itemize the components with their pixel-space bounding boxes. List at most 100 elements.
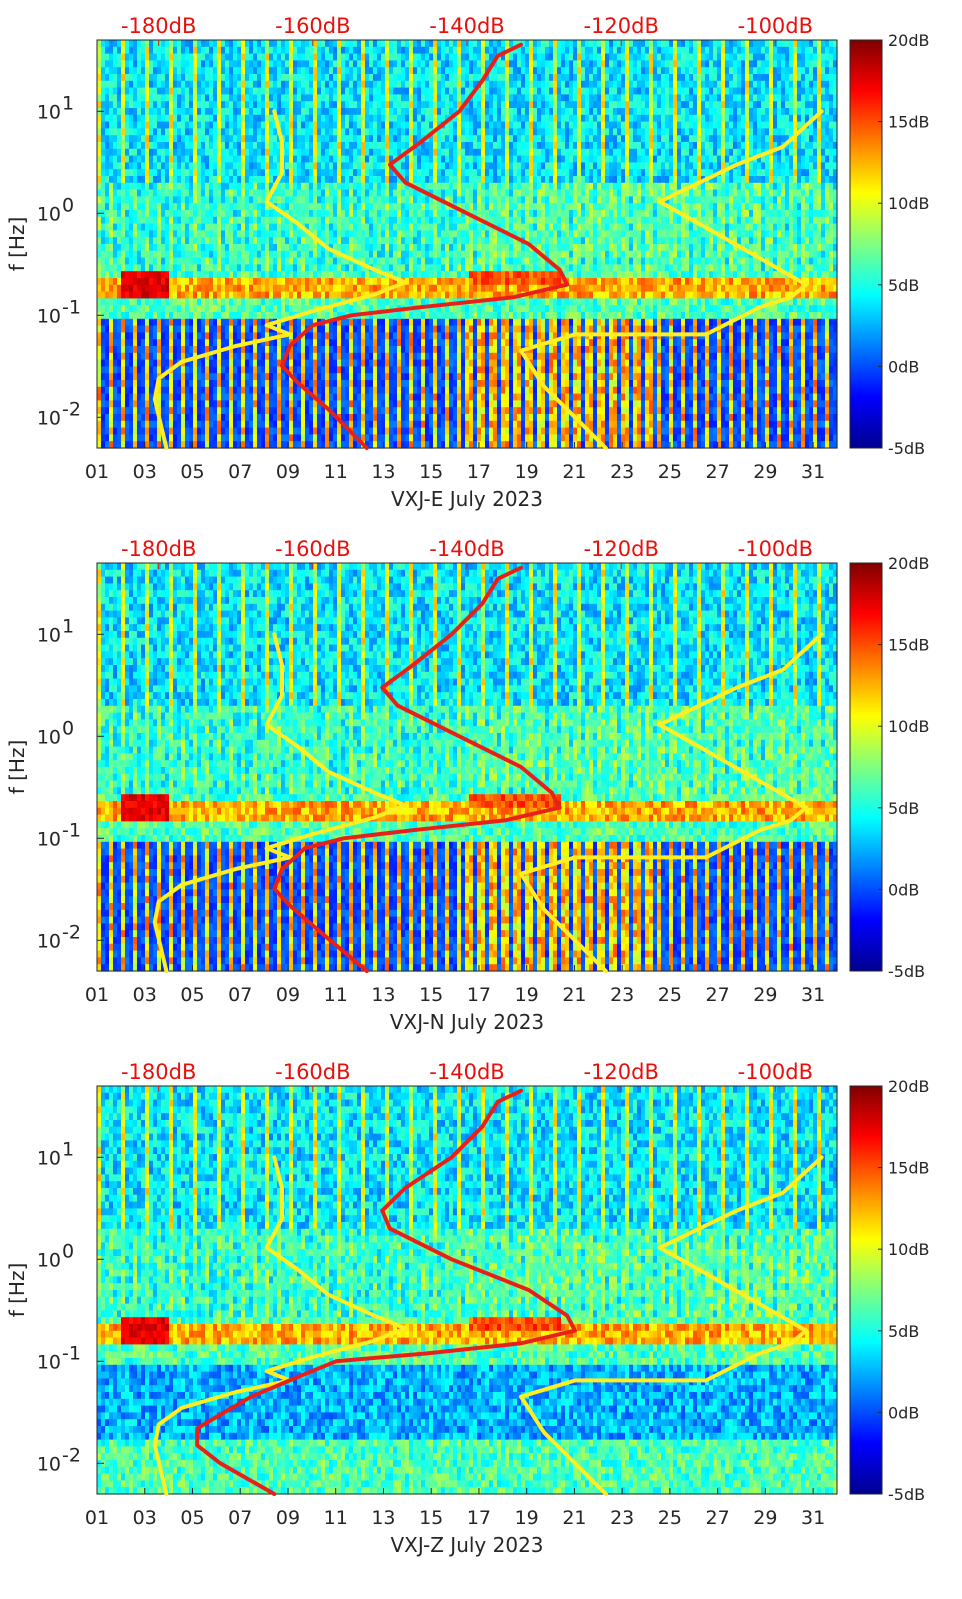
y-tick-exponent: -2 <box>62 1444 81 1466</box>
x-tick-label: 27 <box>706 461 730 483</box>
y-axis-label: f [Hz] <box>5 1263 29 1318</box>
top-tick-label: -120dB <box>583 1060 658 1084</box>
x-tick-label: 03 <box>133 461 157 483</box>
x-tick-label: 03 <box>133 1507 157 1529</box>
x-tick-label: 27 <box>706 1507 730 1529</box>
y-tick-label: 10 <box>37 1249 61 1271</box>
x-tick-label: 17 <box>467 461 491 483</box>
spectrogram-texture <box>97 1086 838 1495</box>
panel-3: 01 03 05 07 09 11 13 15 17 19 21 23 25 27 29 3110-210-1… <box>5 1060 930 1557</box>
colorbar-tick-label: -5dB <box>888 962 925 981</box>
x-tick-label: 01 <box>85 1507 109 1529</box>
x-tick-label: 23 <box>610 461 634 483</box>
y-tick-label: 10 <box>37 1351 61 1373</box>
colorbar-tick-label: 0dB <box>888 357 919 376</box>
x-tick-label: 31 <box>801 984 825 1006</box>
x-tick-label: 05 <box>180 461 204 483</box>
x-tick-label: 09 <box>276 461 300 483</box>
x-tick-label: 07 <box>228 984 252 1006</box>
top-tick-label: -120dB <box>583 14 658 38</box>
colorbar-tick-label: 10dB <box>888 1240 930 1259</box>
colorbar-tick-label: 20dB <box>888 31 930 50</box>
top-tick-label: -160dB <box>275 537 350 561</box>
x-tick-label: 19 <box>515 984 539 1006</box>
y-tick-exponent: -1 <box>62 296 81 318</box>
colorbar-tick-label: 10dB <box>888 194 930 213</box>
x-tick-label: 07 <box>228 461 252 483</box>
y-tick-exponent: -1 <box>62 819 81 841</box>
x-tick-label: 21 <box>562 1507 586 1529</box>
series-line-3 <box>272 565 562 973</box>
colorbar-tick-label: 15dB <box>888 636 930 655</box>
top-tick-label: -160dB <box>275 14 350 38</box>
panel-1: 01 03 05 07 09 11 13 15 17 19 21 23 25 27 29 3110-210-1… <box>5 14 930 511</box>
x-tick-label: 03 <box>133 984 157 1006</box>
series-line-3 <box>280 42 570 450</box>
colorbar-tick-label: 0dB <box>888 880 919 899</box>
top-tick-label: -180dB <box>121 14 196 38</box>
spectrogram-texture <box>97 563 838 972</box>
y-tick-label: 10 <box>37 203 61 225</box>
colorbar-tick-label: 0dB <box>888 1403 919 1422</box>
series-line-3 <box>195 1088 577 1496</box>
top-tick-label: -120dB <box>583 537 658 561</box>
y-tick-label: 10 <box>37 305 61 327</box>
colorbar-tick-label: -5dB <box>888 439 925 458</box>
colorbar <box>849 562 883 972</box>
top-tick-label: -140dB <box>429 14 504 38</box>
series-line-1 <box>152 109 408 450</box>
x-tick-label: 11 <box>324 461 348 483</box>
y-tick-exponent: 0 <box>62 717 74 739</box>
x-axis-label: VXJ-Z July 2023 <box>390 1533 543 1557</box>
x-axis-label: VXJ-E July 2023 <box>391 487 543 511</box>
colorbar <box>849 39 883 449</box>
x-tick-label: 11 <box>324 984 348 1006</box>
x-tick-label: 05 <box>180 984 204 1006</box>
colorbar-tick-label: -5dB <box>888 1485 925 1504</box>
colorbar-tick-label: 15dB <box>888 113 930 132</box>
top-tick-label: -100dB <box>738 1060 813 1084</box>
series-line-1 <box>152 632 408 973</box>
x-tick-label: 31 <box>801 461 825 483</box>
y-tick-exponent: 1 <box>62 92 74 114</box>
top-tick-label: -100dB <box>738 537 813 561</box>
y-tick-label: 10 <box>37 101 61 123</box>
top-tick-label: -180dB <box>121 1060 196 1084</box>
y-tick-exponent: -1 <box>62 1342 81 1364</box>
x-tick-label: 25 <box>658 1507 682 1529</box>
x-tick-label: 13 <box>371 984 395 1006</box>
y-axis-label: f [Hz] <box>5 217 29 272</box>
x-tick-label: 05 <box>180 1507 204 1529</box>
x-tick-label: 07 <box>228 1507 252 1529</box>
colorbar <box>849 1085 883 1495</box>
x-axis-label: VXJ-N July 2023 <box>390 1010 544 1034</box>
top-tick-label: -100dB <box>738 14 813 38</box>
x-tick-label: 15 <box>419 461 443 483</box>
x-tick-label: 13 <box>371 1507 395 1529</box>
colorbar-tick-label: 20dB <box>888 1077 930 1096</box>
series-line-2 <box>519 1155 824 1496</box>
y-tick-label: 10 <box>37 930 61 952</box>
x-tick-label: 23 <box>610 984 634 1006</box>
top-tick-label: -140dB <box>429 537 504 561</box>
x-tick-label: 31 <box>801 1507 825 1529</box>
x-tick-label: 19 <box>515 1507 539 1529</box>
y-tick-label: 10 <box>37 1453 61 1475</box>
x-tick-label: 29 <box>753 461 777 483</box>
y-tick-label: 10 <box>37 407 61 429</box>
y-tick-exponent: 0 <box>62 1240 74 1262</box>
x-tick-label: 01 <box>85 984 109 1006</box>
x-tick-label: 21 <box>562 984 586 1006</box>
y-tick-exponent: -2 <box>62 921 81 943</box>
x-tick-label: 21 <box>562 461 586 483</box>
colorbar-tick-label: 20dB <box>888 554 930 573</box>
x-tick-label: 11 <box>324 1507 348 1529</box>
colorbar-tick-label: 5dB <box>888 276 919 295</box>
y-axis-label: f [Hz] <box>5 740 29 795</box>
x-tick-label: 29 <box>753 1507 777 1529</box>
y-tick-label: 10 <box>37 726 61 748</box>
top-tick-label: -140dB <box>429 1060 504 1084</box>
y-tick-exponent: 1 <box>62 615 74 637</box>
y-tick-exponent: 1 <box>62 1138 74 1160</box>
